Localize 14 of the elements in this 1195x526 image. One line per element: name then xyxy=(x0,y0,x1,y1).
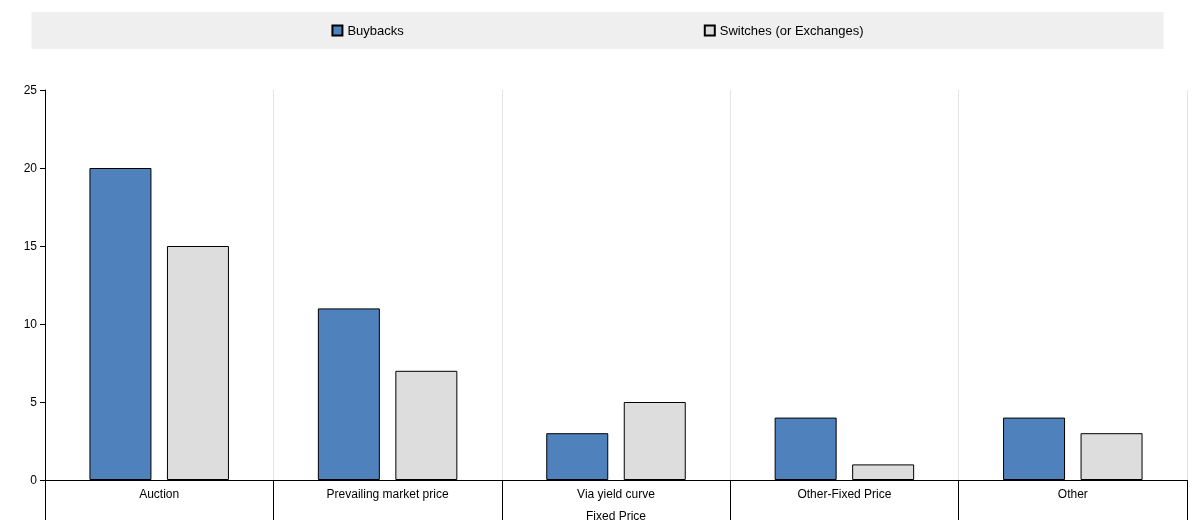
y-tick-label: 15 xyxy=(23,239,38,253)
y-tick-label: 20 xyxy=(23,161,38,175)
x-tick-label: Other-Fixed Price xyxy=(797,487,892,501)
y-tick-label: 10 xyxy=(23,317,38,331)
x-tick-label: Auction xyxy=(139,487,180,501)
y-tick-label: 25 xyxy=(23,83,38,97)
x-tick-label: Prevailing market price xyxy=(326,487,449,501)
x-tick-label: Via yield curve xyxy=(577,487,656,501)
text: Fixed Price xyxy=(585,509,647,523)
x-tick-label: Other xyxy=(1057,487,1088,501)
legend-label: Switches (or Exchanges) xyxy=(719,23,864,38)
y-tick-label: 5 xyxy=(30,395,38,409)
legend-label: Buybacks xyxy=(347,23,405,38)
y-tick-label: 0 xyxy=(30,473,38,487)
